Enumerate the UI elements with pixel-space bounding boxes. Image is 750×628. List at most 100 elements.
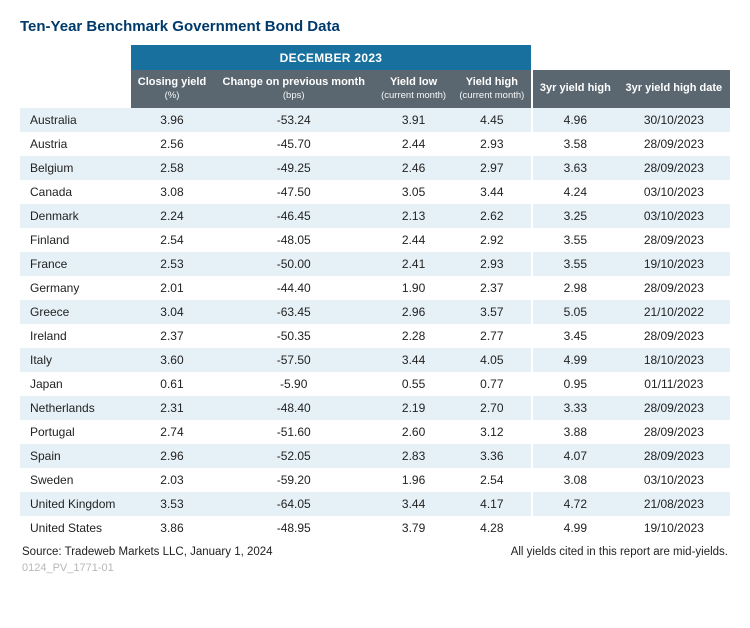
cell-closing-yield: 3.86	[131, 516, 213, 540]
cell-country: Germany	[20, 276, 131, 300]
table-row: Spain2.96-52.052.833.364.0728/09/2023	[20, 444, 730, 468]
period-row: DECEMBER 2023	[20, 45, 730, 70]
cell-country: Australia	[20, 108, 131, 132]
cell-yield-high: 4.05	[453, 348, 531, 372]
cell-yield-high: 2.62	[453, 204, 531, 228]
cell-3yr-high-date: 30/10/2023	[618, 108, 730, 132]
cell-yield-low: 3.44	[374, 492, 452, 516]
cell-yield-high: 2.93	[453, 132, 531, 156]
cell-country: Finland	[20, 228, 131, 252]
table-row: Portugal2.74-51.602.603.123.8828/09/2023	[20, 420, 730, 444]
cell-3yr-high: 3.25	[533, 204, 618, 228]
cell-3yr-high: 4.24	[533, 180, 618, 204]
cell-country: France	[20, 252, 131, 276]
cell-change-bps: -47.50	[213, 180, 374, 204]
cell-3yr-high-date: 21/08/2023	[618, 492, 730, 516]
cell-change-bps: -48.05	[213, 228, 374, 252]
cell-change-bps: -48.95	[213, 516, 374, 540]
cell-change-bps: -45.70	[213, 132, 374, 156]
cell-change-bps: -49.25	[213, 156, 374, 180]
cell-3yr-high-date: 28/09/2023	[618, 324, 730, 348]
cell-change-bps: -48.40	[213, 396, 374, 420]
cell-closing-yield: 2.56	[131, 132, 213, 156]
cell-3yr-high: 4.72	[533, 492, 618, 516]
cell-closing-yield: 2.24	[131, 204, 213, 228]
cell-yield-low: 2.13	[374, 204, 452, 228]
cell-3yr-high: 3.58	[533, 132, 618, 156]
cell-3yr-high: 3.45	[533, 324, 618, 348]
cell-yield-high: 4.17	[453, 492, 531, 516]
cell-change-bps: -51.60	[213, 420, 374, 444]
cell-closing-yield: 3.04	[131, 300, 213, 324]
cell-yield-low: 3.05	[374, 180, 452, 204]
cell-yield-high: 0.77	[453, 372, 531, 396]
table-row: Belgium2.58-49.252.462.973.6328/09/2023	[20, 156, 730, 180]
cell-yield-low: 2.83	[374, 444, 452, 468]
col-change-bps: Change on previous month (bps)	[213, 70, 374, 108]
col-3yr-high: 3yr yield high	[533, 70, 618, 108]
cell-closing-yield: 3.53	[131, 492, 213, 516]
col-yield-low: Yield low(current month)	[374, 70, 452, 108]
cell-country: Portugal	[20, 420, 131, 444]
cell-3yr-high-date: 28/09/2023	[618, 396, 730, 420]
cell-3yr-high-date: 28/09/2023	[618, 228, 730, 252]
cell-3yr-high: 3.08	[533, 468, 618, 492]
col-yield-high: Yield high(current month)	[453, 70, 531, 108]
cell-3yr-high: 3.55	[533, 228, 618, 252]
table-row: United Kingdom3.53-64.053.444.174.7221/0…	[20, 492, 730, 516]
table-row: France2.53-50.002.412.933.5519/10/2023	[20, 252, 730, 276]
cell-3yr-high: 4.07	[533, 444, 618, 468]
period-label: DECEMBER 2023	[131, 45, 531, 70]
cell-3yr-high: 5.05	[533, 300, 618, 324]
doc-id: 0124_PV_1771-01	[20, 562, 730, 574]
table-row: Greece3.04-63.452.963.575.0521/10/2022	[20, 300, 730, 324]
cell-yield-high: 3.57	[453, 300, 531, 324]
cell-change-bps: -59.20	[213, 468, 374, 492]
cell-yield-low: 2.44	[374, 132, 452, 156]
cell-yield-low: 2.41	[374, 252, 452, 276]
cell-closing-yield: 2.74	[131, 420, 213, 444]
cell-yield-low: 3.91	[374, 108, 452, 132]
cell-yield-low: 1.96	[374, 468, 452, 492]
cell-closing-yield: 3.60	[131, 348, 213, 372]
cell-3yr-high: 2.98	[533, 276, 618, 300]
cell-yield-high: 2.37	[453, 276, 531, 300]
bond-table: DECEMBER 2023 Closing yield(%) Change on…	[20, 45, 730, 540]
header-row: Closing yield(%) Change on previous mont…	[20, 70, 730, 108]
cell-3yr-high: 3.33	[533, 396, 618, 420]
cell-country: Sweden	[20, 468, 131, 492]
cell-yield-low: 0.55	[374, 372, 452, 396]
cell-closing-yield: 0.61	[131, 372, 213, 396]
cell-change-bps: -44.40	[213, 276, 374, 300]
cell-yield-high: 2.54	[453, 468, 531, 492]
table-row: Italy3.60-57.503.444.054.9918/10/2023	[20, 348, 730, 372]
cell-yield-low: 2.44	[374, 228, 452, 252]
table-row: Japan0.61-5.900.550.770.9501/11/2023	[20, 372, 730, 396]
cell-country: Austria	[20, 132, 131, 156]
col-3yr-high-date: 3yr yield high date	[618, 70, 730, 108]
cell-country: Italy	[20, 348, 131, 372]
cell-change-bps: -50.35	[213, 324, 374, 348]
table-body: Australia3.96-53.243.914.454.9630/10/202…	[20, 108, 730, 540]
cell-closing-yield: 2.96	[131, 444, 213, 468]
cell-3yr-high: 3.63	[533, 156, 618, 180]
cell-closing-yield: 2.03	[131, 468, 213, 492]
cell-3yr-high-date: 28/09/2023	[618, 420, 730, 444]
cell-yield-high: 4.45	[453, 108, 531, 132]
cell-3yr-high-date: 28/09/2023	[618, 132, 730, 156]
cell-country: Belgium	[20, 156, 131, 180]
table-row: United States3.86-48.953.794.284.9919/10…	[20, 516, 730, 540]
cell-3yr-high-date: 19/10/2023	[618, 252, 730, 276]
cell-yield-low: 2.96	[374, 300, 452, 324]
cell-3yr-high-date: 28/09/2023	[618, 276, 730, 300]
cell-closing-yield: 2.53	[131, 252, 213, 276]
cell-country: Netherlands	[20, 396, 131, 420]
cell-closing-yield: 2.37	[131, 324, 213, 348]
cell-3yr-high-date: 01/11/2023	[618, 372, 730, 396]
cell-closing-yield: 2.31	[131, 396, 213, 420]
cell-change-bps: -64.05	[213, 492, 374, 516]
cell-yield-high: 2.97	[453, 156, 531, 180]
cell-country: Canada	[20, 180, 131, 204]
cell-closing-yield: 2.58	[131, 156, 213, 180]
cell-yield-high: 3.12	[453, 420, 531, 444]
